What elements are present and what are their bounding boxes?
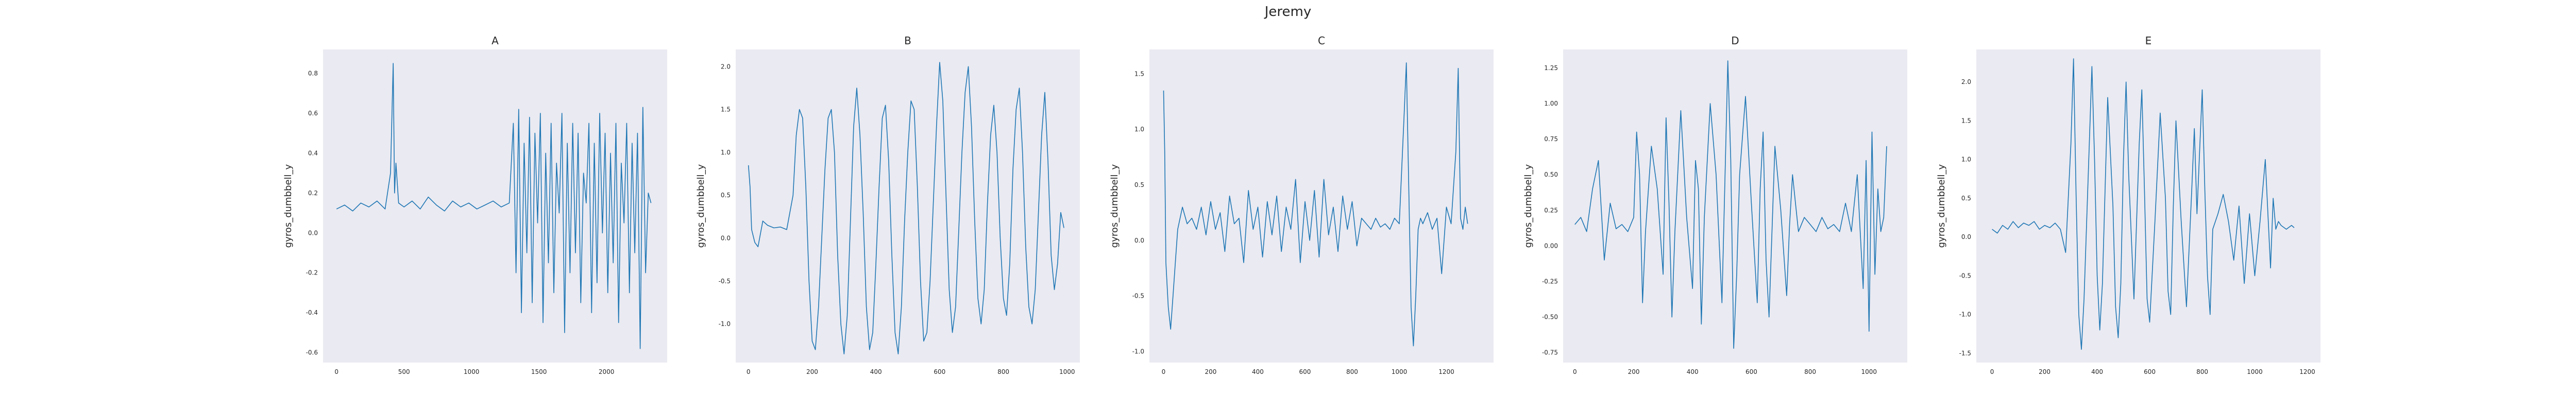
- x-tick-label: 400: [1252, 368, 1264, 375]
- x-tick-label: 600: [2144, 368, 2156, 375]
- subplot-title: D: [1731, 35, 1739, 47]
- y-tick-label: 0.6: [308, 110, 318, 117]
- y-axis-label: gyros_dumbbell_y: [1936, 164, 1947, 248]
- x-tick-label: 0: [1573, 368, 1577, 375]
- y-tick-label: -0.50: [1542, 314, 1558, 321]
- series-line: [1574, 60, 1887, 349]
- y-axis-label: gyros_dumbbell_y: [696, 164, 706, 248]
- y-tick-label: 0.8: [308, 70, 318, 77]
- y-tick-label: 1.0: [1134, 126, 1144, 133]
- y-tick-label: 0.5: [721, 192, 731, 199]
- y-tick-label: 2.0: [1961, 78, 1971, 85]
- x-tick-label: 200: [806, 368, 818, 375]
- x-tick-label: 1500: [531, 368, 547, 375]
- y-tick-label: -0.2: [306, 269, 318, 277]
- subplot-title: E: [2145, 35, 2152, 47]
- y-tick-label: -0.5: [1132, 293, 1144, 300]
- x-tick-label: 400: [1687, 368, 1699, 375]
- y-tick-label: 0.2: [308, 190, 318, 197]
- y-tick-label: 1.0: [721, 149, 731, 156]
- y-tick-label: 0.00: [1544, 242, 1558, 249]
- y-tick-label: -0.5: [719, 278, 731, 285]
- x-tick-label: 800: [2196, 368, 2208, 375]
- y-tick-label: 1.5: [1961, 117, 1971, 124]
- y-tick-label: -1.0: [719, 320, 731, 328]
- y-tick-label: 2.0: [721, 63, 731, 70]
- x-tick-label: 0: [747, 368, 751, 375]
- x-tick-label: 1200: [1438, 368, 1454, 375]
- y-tick-label: 0.0: [308, 229, 318, 236]
- x-tick-label: 1200: [2299, 368, 2315, 375]
- plot-area: [1149, 49, 1494, 363]
- x-tick-label: 500: [398, 368, 410, 375]
- y-axis-label: gyros_dumbbell_y: [1523, 164, 1534, 248]
- plot-area: [736, 49, 1080, 363]
- x-tick-label: 1000: [1059, 368, 1075, 375]
- y-tick-label: 0.5: [1134, 181, 1144, 188]
- x-tick-label: 0: [1162, 368, 1166, 375]
- y-axis-label: gyros_dumbbell_y: [1109, 164, 1120, 248]
- x-tick-label: 200: [1628, 368, 1640, 375]
- y-tick-label: 0.0: [721, 234, 731, 242]
- x-tick-label: 1000: [1392, 368, 1408, 375]
- y-tick-label: 0.50: [1544, 171, 1558, 178]
- x-tick-label: 800: [1804, 368, 1816, 375]
- y-tick-label: 0.0: [1134, 237, 1144, 244]
- y-tick-label: 0.25: [1544, 207, 1558, 214]
- y-tick-label: 1.25: [1544, 64, 1558, 72]
- x-tick-label: 1000: [1861, 368, 1877, 375]
- y-tick-label: 1.5: [1134, 70, 1144, 77]
- x-tick-label: 800: [1346, 368, 1358, 375]
- series-line: [1992, 58, 2295, 350]
- x-tick-label: 800: [997, 368, 1009, 375]
- y-tick-label: -1.5: [1959, 350, 1971, 357]
- x-tick-label: 1000: [2247, 368, 2263, 375]
- subplot-title: C: [1318, 35, 1325, 47]
- y-tick-label: -0.5: [1959, 272, 1971, 279]
- x-tick-label: 600: [934, 368, 945, 375]
- y-tick-label: -0.4: [306, 309, 318, 316]
- series-line: [1163, 62, 1468, 347]
- y-tick-label: -0.6: [306, 349, 318, 356]
- x-tick-label: 600: [1299, 368, 1311, 375]
- series-line: [748, 62, 1064, 355]
- x-tick-label: 1000: [464, 368, 480, 375]
- x-tick-label: 200: [1205, 368, 1217, 375]
- y-axis-label: gyros_dumbbell_y: [283, 164, 294, 248]
- subplot-title: B: [904, 35, 911, 47]
- y-tick-label: -0.75: [1542, 349, 1558, 356]
- x-tick-label: 0: [334, 368, 338, 375]
- y-tick-label: -0.25: [1542, 278, 1558, 285]
- y-tick-label: 0.75: [1544, 135, 1558, 143]
- y-tick-label: 0.0: [1961, 233, 1971, 241]
- y-tick-label: 1.0: [1961, 156, 1971, 163]
- figure-title: Jeremy: [1264, 4, 1312, 20]
- x-tick-label: 2000: [599, 368, 615, 375]
- y-tick-label: -1.0: [1959, 311, 1971, 318]
- x-tick-label: 600: [1745, 368, 1757, 375]
- y-tick-label: 0.4: [308, 149, 318, 157]
- series-line: [336, 63, 652, 349]
- x-tick-label: 400: [870, 368, 882, 375]
- x-tick-label: 0: [1990, 368, 1994, 375]
- y-tick-label: -1.0: [1132, 348, 1144, 355]
- x-tick-label: 400: [2091, 368, 2103, 375]
- y-tick-label: 1.00: [1544, 100, 1558, 107]
- x-tick-label: 200: [2039, 368, 2050, 375]
- plot-area: [1976, 49, 2320, 363]
- subplot-title: A: [492, 35, 499, 47]
- y-tick-label: 0.5: [1961, 195, 1971, 202]
- y-tick-label: 1.5: [721, 106, 731, 113]
- plot-area: [323, 49, 667, 363]
